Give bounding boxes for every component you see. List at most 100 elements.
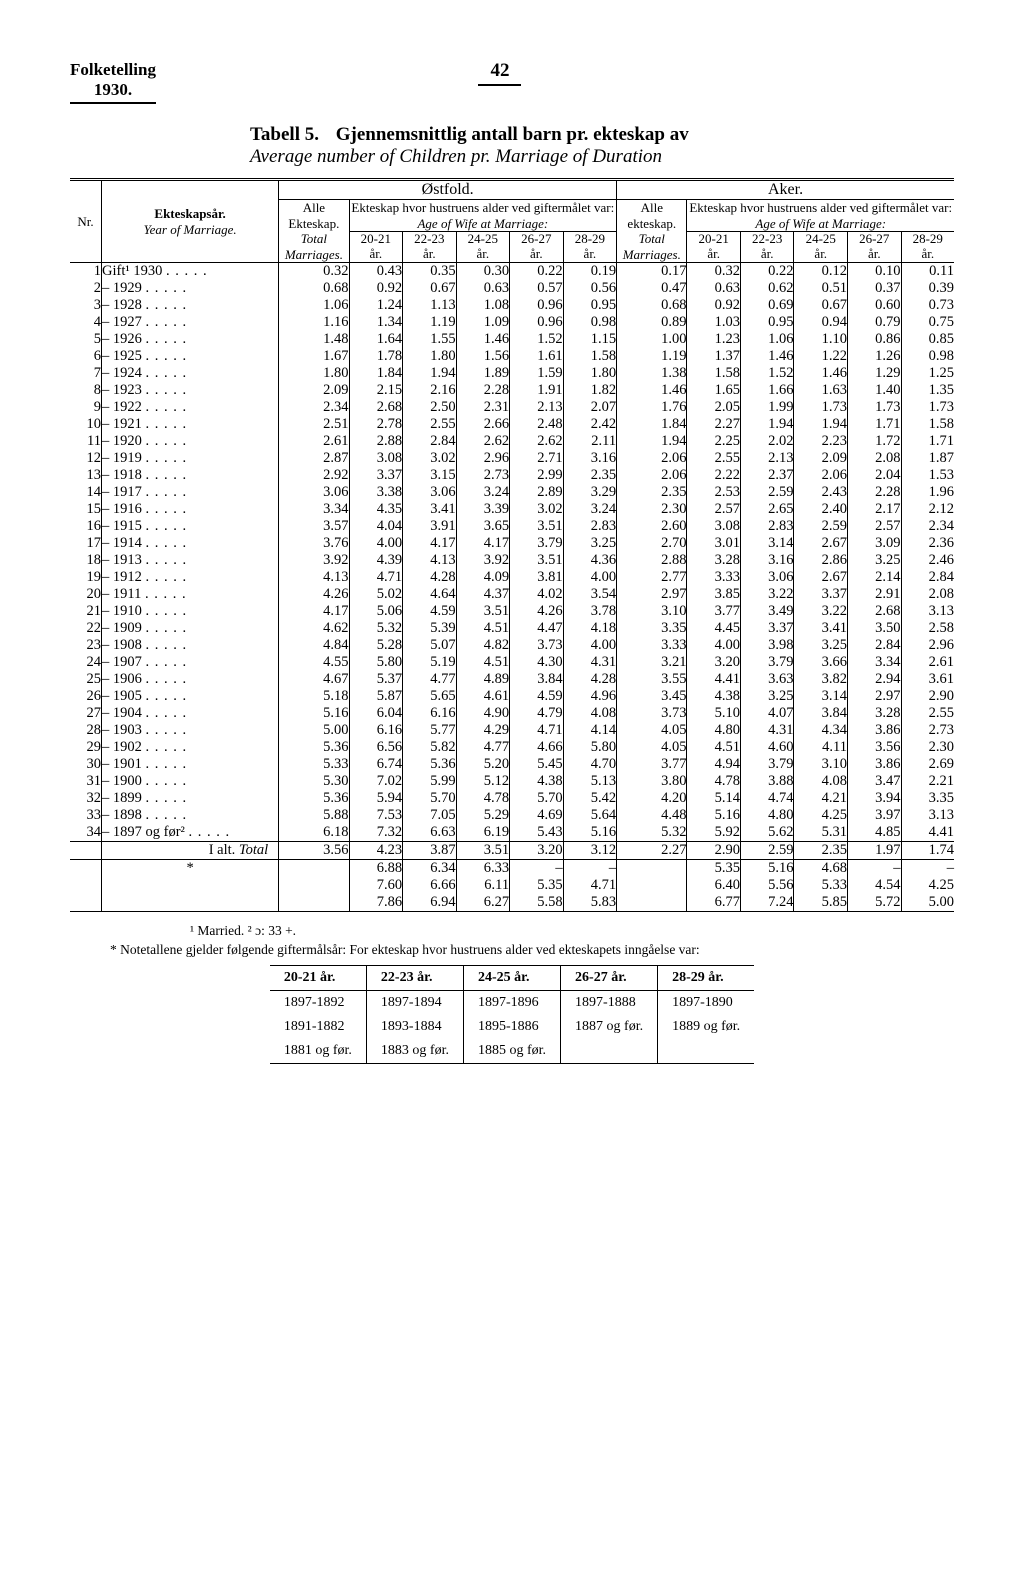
cell: 6.27 xyxy=(456,894,510,912)
val: 2.92 xyxy=(279,467,349,484)
val: 5.80 xyxy=(349,654,403,671)
cell: 5.83 xyxy=(563,894,617,912)
cell xyxy=(617,877,687,894)
val: 2.78 xyxy=(349,416,403,433)
val: 2.83 xyxy=(740,518,794,535)
val: 2.96 xyxy=(456,450,510,467)
row-year: – 1906 . . . . . xyxy=(102,671,279,688)
val: 0.68 xyxy=(617,297,687,314)
val: 1.89 xyxy=(456,365,510,382)
val: 4.31 xyxy=(563,654,617,671)
val: 3.28 xyxy=(848,705,902,722)
val: 2.67 xyxy=(794,535,848,552)
val: 2.06 xyxy=(617,450,687,467)
val: 0.32 xyxy=(279,263,349,280)
val: 3.25 xyxy=(740,688,794,705)
val: 3.51 xyxy=(456,603,510,620)
val: 6.74 xyxy=(349,756,403,773)
val: 5.12 xyxy=(456,773,510,790)
val: 7.32 xyxy=(349,824,403,842)
val: 3.22 xyxy=(740,586,794,603)
val: 1.10 xyxy=(794,331,848,348)
val: 2.97 xyxy=(617,586,687,603)
cell: 7.24 xyxy=(740,894,794,912)
row-year: – 1920 . . . . . xyxy=(102,433,279,450)
row-nr: 25 xyxy=(70,671,102,688)
row-nr: 16 xyxy=(70,518,102,535)
val: 4.38 xyxy=(687,688,741,705)
val: 0.56 xyxy=(563,280,617,297)
cell: – xyxy=(901,860,954,878)
val: 4.02 xyxy=(510,586,564,603)
val: 2.30 xyxy=(901,739,954,756)
val: 1.13 xyxy=(403,297,457,314)
cell: 2.59 xyxy=(740,842,794,860)
val: 4.70 xyxy=(563,756,617,773)
val: 0.60 xyxy=(848,297,902,314)
val: 3.34 xyxy=(279,501,349,518)
val: 0.12 xyxy=(794,263,848,280)
val: 4.05 xyxy=(617,722,687,739)
val: 1.64 xyxy=(349,331,403,348)
cell: 3.12 xyxy=(563,842,617,860)
cell: 3.20 xyxy=(510,842,564,860)
val: 0.63 xyxy=(687,280,741,297)
val: 4.13 xyxy=(403,552,457,569)
val: 4.51 xyxy=(687,739,741,756)
footnote-table: 20-21 år.22-23 år.24-25 år.26-27 år.28-2… xyxy=(270,965,754,1064)
val: 2.53 xyxy=(687,484,741,501)
val: 2.96 xyxy=(901,637,954,654)
row-year: – 1909 . . . . . xyxy=(102,620,279,637)
val: 4.14 xyxy=(563,722,617,739)
val: 5.36 xyxy=(279,739,349,756)
val: 3.06 xyxy=(740,569,794,586)
val: 3.24 xyxy=(456,484,510,501)
val: 1.58 xyxy=(563,348,617,365)
val: 4.85 xyxy=(848,824,902,842)
val: 1.73 xyxy=(848,399,902,416)
row-nr: 18 xyxy=(70,552,102,569)
age-col: 28-29år. xyxy=(901,232,954,263)
row-year: – 1927 . . . . . xyxy=(102,314,279,331)
val: 5.36 xyxy=(279,790,349,807)
val: 1.00 xyxy=(617,331,687,348)
row-year: – 1922 . . . . . xyxy=(102,399,279,416)
val: 4.84 xyxy=(279,637,349,654)
cell xyxy=(70,894,102,912)
val: 2.16 xyxy=(403,382,457,399)
val: 4.89 xyxy=(456,671,510,688)
row-nr: 19 xyxy=(70,569,102,586)
val: 2.57 xyxy=(848,518,902,535)
val: 2.40 xyxy=(794,501,848,518)
val: 1.87 xyxy=(901,450,954,467)
cell: 6.94 xyxy=(403,894,457,912)
val: 0.96 xyxy=(510,314,564,331)
val: 0.85 xyxy=(901,331,954,348)
foot-cell xyxy=(658,1039,755,1064)
val: 2.31 xyxy=(456,399,510,416)
val: 3.57 xyxy=(279,518,349,535)
val: 4.59 xyxy=(403,603,457,620)
cell: 4.25 xyxy=(901,877,954,894)
row-year: – 1924 . . . . . xyxy=(102,365,279,382)
val: 3.91 xyxy=(403,518,457,535)
row-nr: 6 xyxy=(70,348,102,365)
val: 2.55 xyxy=(901,705,954,722)
val: 5.88 xyxy=(279,807,349,824)
val: 4.77 xyxy=(456,739,510,756)
foot-cell: 1881 og før. xyxy=(270,1039,367,1064)
val: 3.45 xyxy=(617,688,687,705)
val: 0.17 xyxy=(617,263,687,280)
val: 5.16 xyxy=(687,807,741,824)
row-year: – 1913 . . . . . xyxy=(102,552,279,569)
val: 1.80 xyxy=(279,365,349,382)
val: 1.26 xyxy=(848,348,902,365)
cell: 5.56 xyxy=(740,877,794,894)
row-nr: 31 xyxy=(70,773,102,790)
val: 4.69 xyxy=(510,807,564,824)
val: 3.02 xyxy=(510,501,564,518)
val: 1.84 xyxy=(349,365,403,382)
row-nr: 12 xyxy=(70,450,102,467)
val: 3.25 xyxy=(848,552,902,569)
val: 5.80 xyxy=(563,739,617,756)
